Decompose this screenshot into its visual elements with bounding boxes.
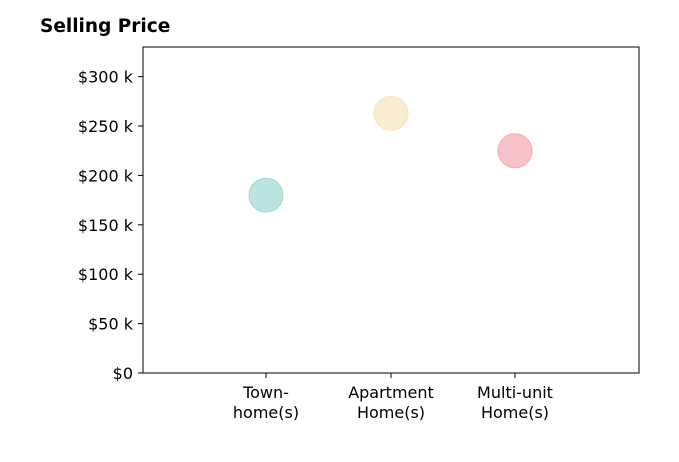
data-point <box>248 177 284 213</box>
y-axis: $0 $50 k $100 k $150 k $200 k $250 k $300 k <box>78 68 143 383</box>
x-tick-label: Town- <box>242 383 289 402</box>
x-tick-label: Multi-unit <box>477 383 553 402</box>
x-tick-label: Apartment <box>348 383 434 402</box>
data-points <box>248 95 533 213</box>
chart-title: Selling Price <box>40 16 171 37</box>
x-axis: Town-home(s)ApartmentHome(s)Multi-unitHo… <box>233 373 553 422</box>
data-point <box>373 95 409 131</box>
y-tick-label: $200 k <box>78 166 134 185</box>
y-tick-label: $150 k <box>78 216 134 235</box>
x-tick-label: Home(s) <box>481 403 549 422</box>
y-tick-label: $250 k <box>78 117 134 136</box>
y-tick-label: $50 k <box>88 315 134 334</box>
y-tick-label: $300 k <box>78 68 134 87</box>
data-point <box>497 133 533 169</box>
y-tick-label: $0 <box>113 364 133 383</box>
x-tick-label: home(s) <box>233 403 299 422</box>
x-tick-label: Home(s) <box>357 403 425 422</box>
y-tick-label: $100 k <box>78 265 134 284</box>
